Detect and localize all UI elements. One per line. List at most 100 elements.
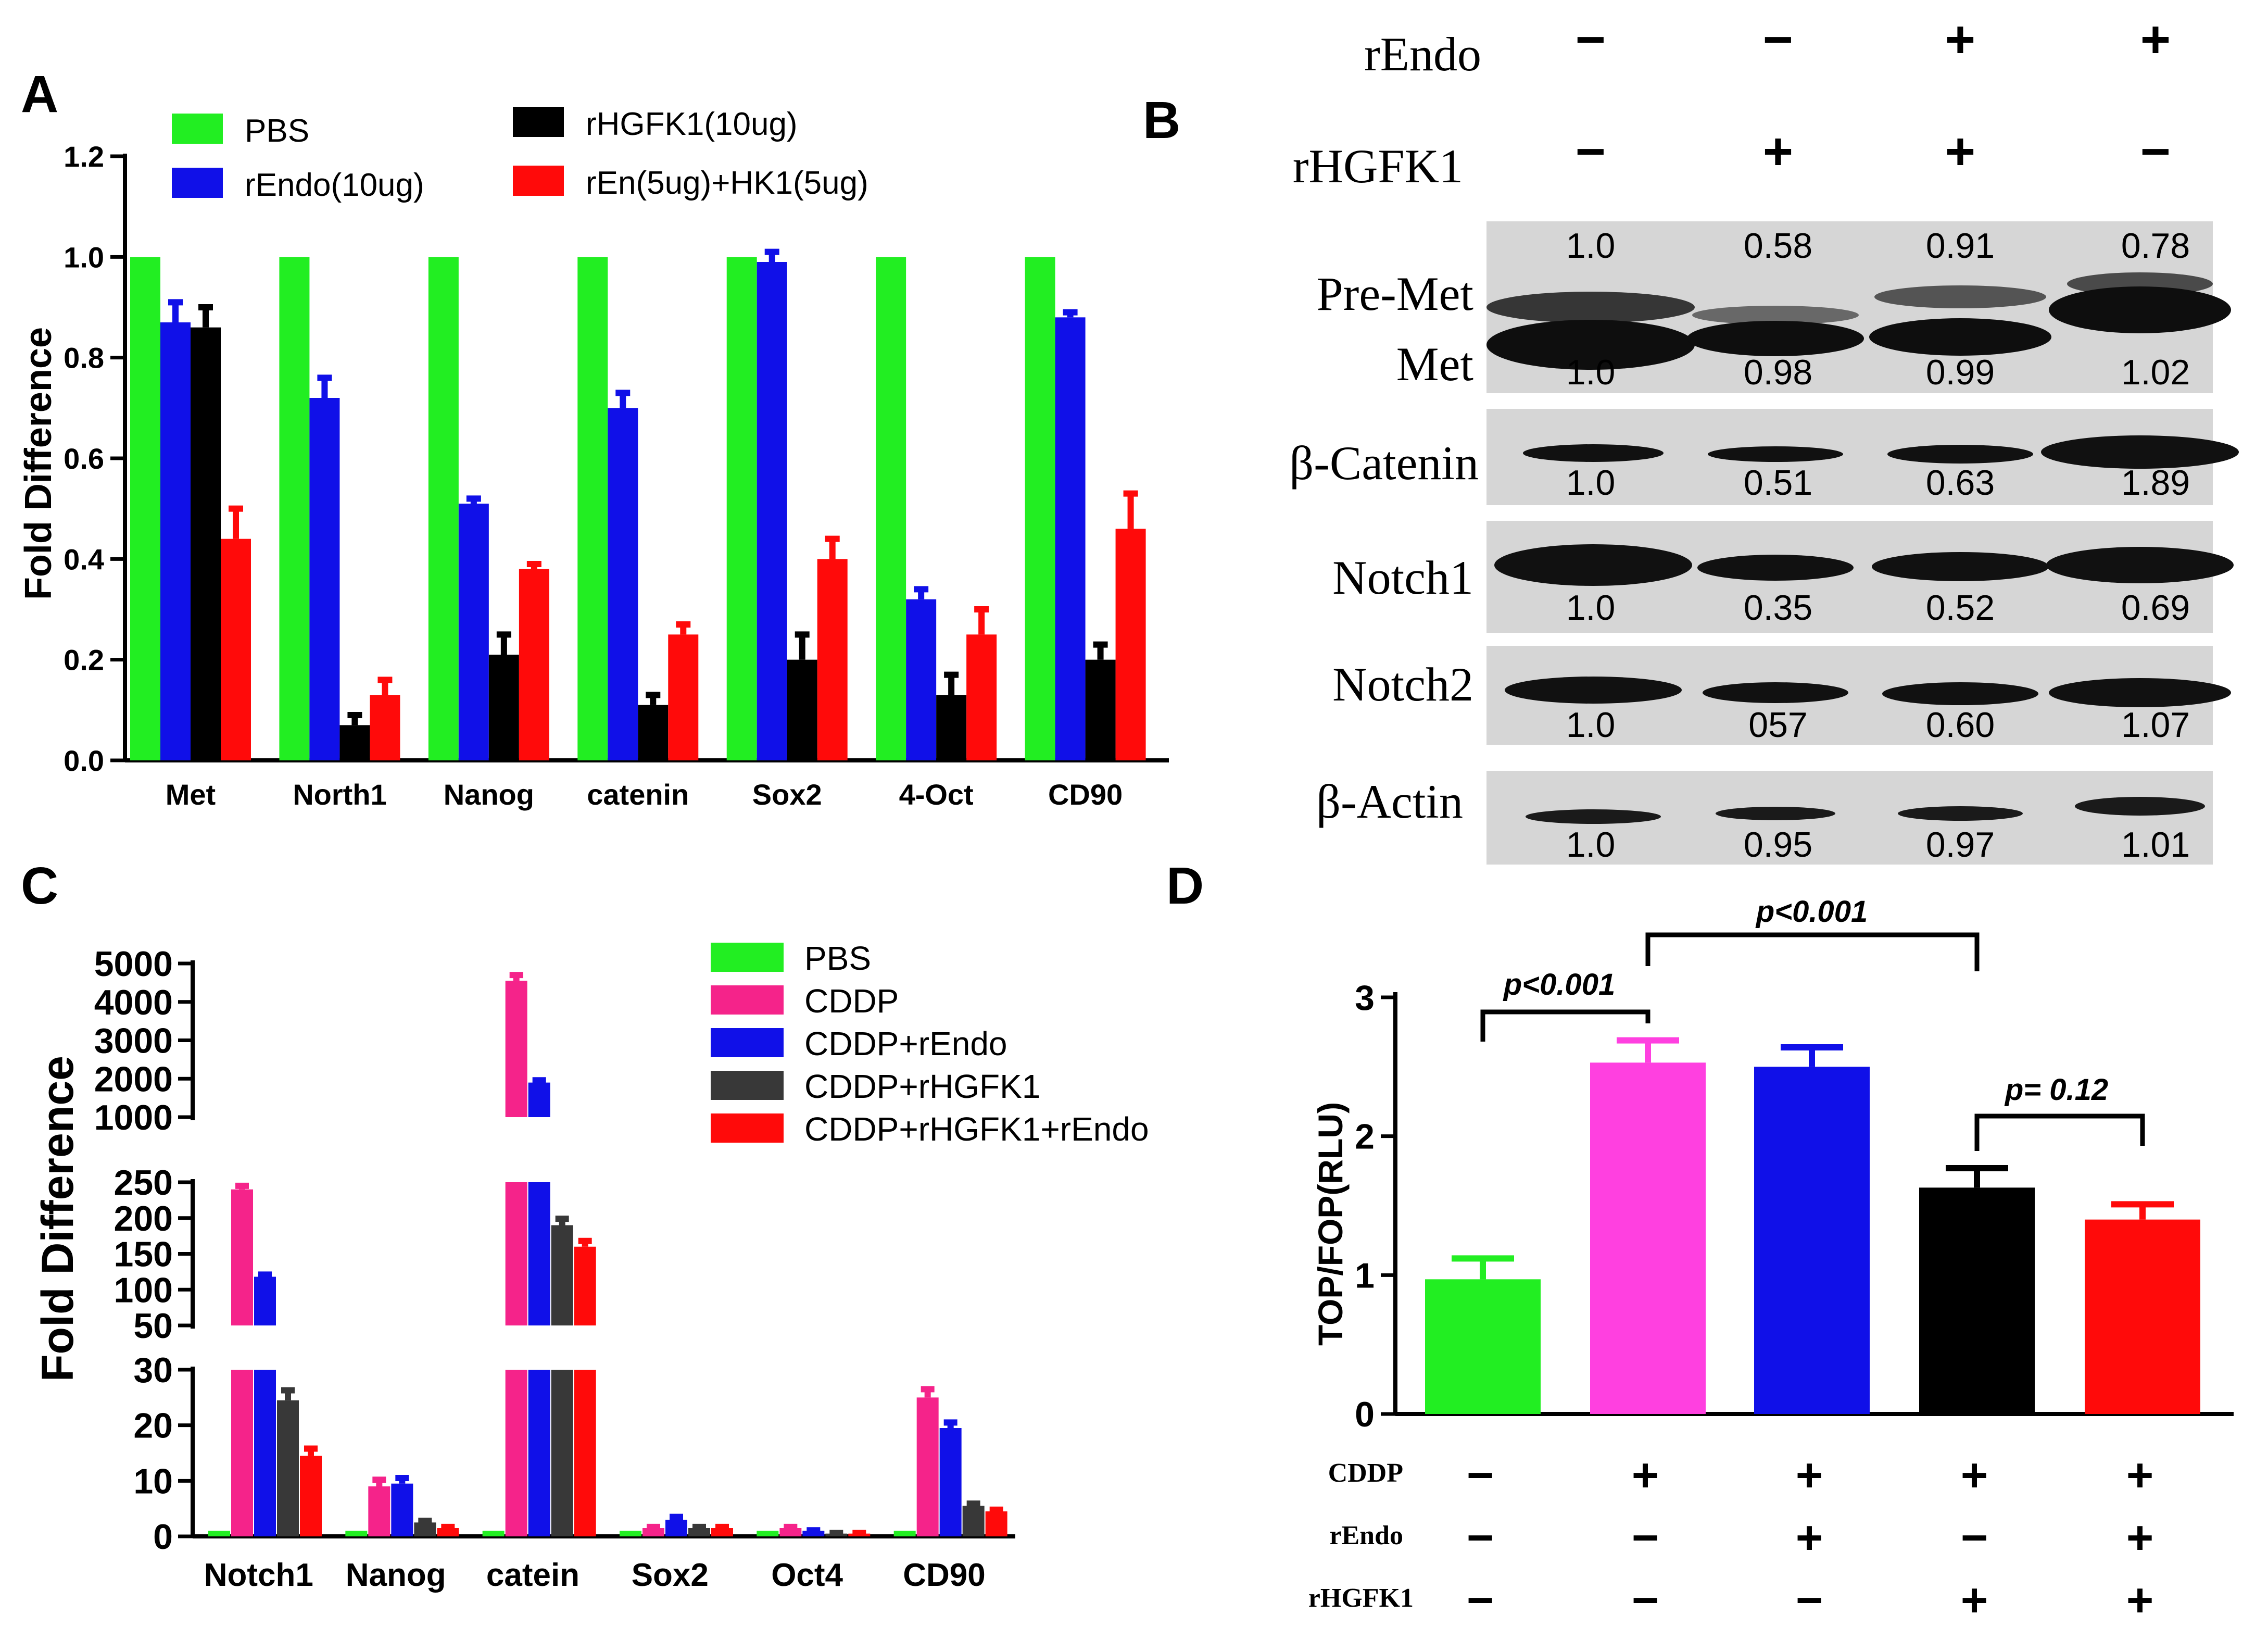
bar-c-catein-2-seg1 xyxy=(528,1182,550,1325)
blot-bands-met xyxy=(1486,272,2231,370)
condition-sign: − xyxy=(1632,1512,1659,1564)
blot-value: 0.51 xyxy=(1744,463,1812,503)
bar-c-Nanog-2-seg0 xyxy=(391,1483,413,1536)
blot-bands-actin xyxy=(1526,797,2205,824)
condition-row-label: rHGFK1 xyxy=(1308,1583,1414,1613)
chart-c-xtick-label: Oct4 xyxy=(771,1557,843,1593)
blot-value: 0.95 xyxy=(1744,825,1812,865)
legend-c-label-0: PBS xyxy=(804,940,871,977)
blot-value: 0.99 xyxy=(1926,353,1995,392)
legend-c-label-2: CDDP+rEndo xyxy=(804,1025,1007,1062)
blot-label-catenin: β-Catenin xyxy=(1289,436,1479,490)
blot-value: 0.63 xyxy=(1926,463,1995,503)
blot-label-notch2: Notch2 xyxy=(1332,658,1473,711)
chart-c-xtick-label: Notch1 xyxy=(204,1557,313,1593)
bar-c-CD90-1-seg0 xyxy=(916,1397,939,1536)
chart-c-ylabel: Fold Difference xyxy=(33,1056,83,1382)
blot-value: 1.0 xyxy=(1566,588,1616,628)
bar-a-CD90-2 xyxy=(1085,659,1116,760)
bar-c-Sox2-2-seg0 xyxy=(665,1520,687,1536)
blot-value: 0.78 xyxy=(2121,226,2190,266)
bar-d-0 xyxy=(1425,1279,1541,1414)
bar-c-Sox2-3-seg0 xyxy=(688,1528,710,1536)
condition-sign: + xyxy=(2126,1512,2154,1564)
bar-c-catein-1-seg1 xyxy=(505,1182,527,1325)
bar-a-North1-0 xyxy=(279,257,310,760)
bar-c-catein-3-seg0 xyxy=(551,1370,573,1536)
legend-c-label-4: CDDP+rHGFK1+rEndo xyxy=(804,1110,1149,1148)
condition-sign: − xyxy=(1961,1512,1988,1564)
legend-c-label-1: CDDP xyxy=(804,982,899,1020)
chart-c-ytick-label: 0 xyxy=(153,1517,173,1557)
chart-a-xtick-label: catenin xyxy=(587,778,689,811)
bar-c-Notch1-1-seg0 xyxy=(231,1370,253,1536)
panel-label-d: D xyxy=(1166,857,1204,915)
chart-c-ytick-label: 50 xyxy=(133,1306,173,1346)
chart-a-xtick-label: North1 xyxy=(293,778,386,811)
chart-a-ytick-label: 0.2 xyxy=(64,644,104,677)
significance-bracket xyxy=(1974,1113,2145,1151)
bar-a-4-Oct-0 xyxy=(876,257,906,760)
chart-c-ytick-label: 30 xyxy=(133,1350,173,1390)
legend-a-swatch-0 xyxy=(172,114,223,144)
bar-c-Nanog-3-seg0 xyxy=(414,1522,436,1536)
significance-bracket xyxy=(1645,932,1980,971)
bar-d-3 xyxy=(1919,1187,2035,1414)
chart-a-ytick-label: 1.2 xyxy=(64,140,104,173)
bar-a-Met-2 xyxy=(191,327,221,760)
bar-a-Nanog-3 xyxy=(519,569,549,760)
bar-c-Nanog-0-seg0 xyxy=(345,1531,368,1536)
treatment-sign: + xyxy=(1945,10,1975,69)
legend-a-swatch-2 xyxy=(513,107,564,137)
chart-d-ylabel: TOP/FOP(RLU) xyxy=(1311,1102,1350,1346)
condition-sign: − xyxy=(1632,1574,1659,1626)
treatment-sign: + xyxy=(1945,122,1975,181)
bar-a-Nanog-2 xyxy=(488,655,519,760)
bar-c-catein-1-seg0 xyxy=(505,1370,527,1536)
bar-c-CD90-0-seg0 xyxy=(893,1531,916,1536)
condition-sign: + xyxy=(1796,1449,1823,1501)
bar-c-catein-1-seg2 xyxy=(505,981,527,1117)
condition-sign: + xyxy=(2126,1574,2154,1626)
blot-value: 1.02 xyxy=(2121,353,2190,392)
blot-value: 1.07 xyxy=(2121,705,2190,745)
bar-c-CD90-3-seg0 xyxy=(962,1506,985,1536)
bar-a-CD90-0 xyxy=(1025,257,1055,760)
treatment-row-label-rendo: rEndo xyxy=(1364,28,1481,81)
blot-value: 1.0 xyxy=(1566,463,1616,503)
chart-c-ytick-label: 5000 xyxy=(94,944,173,984)
condition-row-label: CDDP xyxy=(1328,1458,1403,1488)
chart-a-xtick-label: 4-Oct xyxy=(899,778,974,811)
chart-d-ytick-label: 0 xyxy=(1355,1395,1375,1434)
chart-c-ytick-label: 3000 xyxy=(94,1021,173,1061)
blot-value: 057 xyxy=(1748,705,1807,745)
blot-label-met: Met xyxy=(1396,337,1474,391)
condition-sign: − xyxy=(1467,1449,1494,1501)
chart-c-ytick-label: 200 xyxy=(114,1199,173,1238)
chart-c-ytick-label: 250 xyxy=(114,1163,173,1203)
bar-c-Notch1-4-seg0 xyxy=(300,1456,322,1536)
condition-row-label: rEndo xyxy=(1329,1521,1403,1550)
bar-c-Sox2-0-seg0 xyxy=(620,1531,641,1536)
bar-d-1 xyxy=(1590,1062,1706,1414)
chart-a-ytick-label: 0.6 xyxy=(64,442,104,475)
condition-sign: + xyxy=(1961,1449,1988,1501)
bar-a-North1-3 xyxy=(370,695,400,760)
condition-sign: + xyxy=(2126,1449,2154,1501)
blot-label-notch1: Notch1 xyxy=(1332,551,1473,604)
bar-c-catein-4-seg1 xyxy=(574,1246,596,1325)
bar-a-Met-1 xyxy=(160,322,191,760)
bar-c-catein-2-seg2 xyxy=(528,1082,550,1117)
bar-a-4-Oct-3 xyxy=(966,634,997,760)
blot-label-premet: Pre-Met xyxy=(1317,267,1474,320)
blot-value: 0.97 xyxy=(1926,825,1995,865)
bar-a-Nanog-0 xyxy=(428,257,459,760)
panel-label-a: A xyxy=(21,65,58,123)
condition-sign: + xyxy=(1632,1449,1659,1501)
bar-d-2 xyxy=(1754,1067,1870,1414)
treatment-sign: − xyxy=(2140,122,2171,181)
condition-sign: − xyxy=(1467,1574,1494,1626)
chart-d-ytick-label: 3 xyxy=(1355,978,1375,1018)
bar-a-Sox2-1 xyxy=(757,262,787,760)
legend-c-swatch-1 xyxy=(711,985,784,1015)
